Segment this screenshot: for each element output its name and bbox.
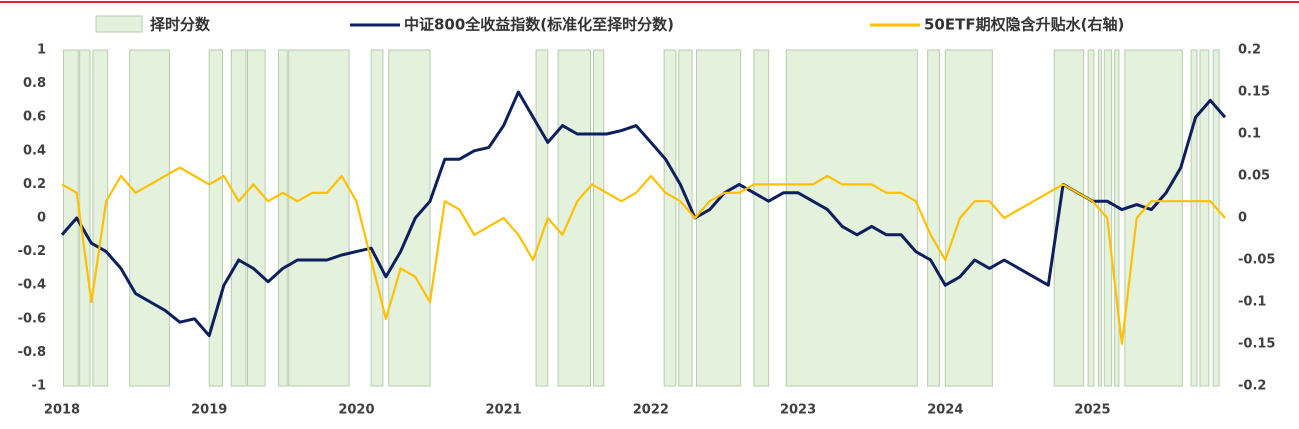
legend-label: 50ETF期权隐含升贴水(右轴) <box>924 16 1124 34</box>
timing-span <box>79 49 91 387</box>
y-tick-label: 0.6 <box>23 110 46 125</box>
timing-span <box>927 49 940 387</box>
y-tick-label: -0.4 <box>18 278 46 293</box>
timing-span <box>678 49 693 387</box>
y2-tick-label: -0.1 <box>1238 295 1266 310</box>
x-tick-label: 2022 <box>633 403 669 418</box>
y2-tick-label: 0.1 <box>1238 127 1261 142</box>
timing-span <box>230 49 247 387</box>
series-line <box>61 166 1226 346</box>
timing-span <box>695 49 742 387</box>
y-tick-label: 0.4 <box>23 143 46 158</box>
timing-span <box>129 49 170 387</box>
timing-span <box>1199 49 1210 387</box>
x-tick-label: 2025 <box>1074 403 1110 418</box>
timing-span <box>1124 49 1183 387</box>
legend-label: 择时分数 <box>150 16 211 34</box>
timing-span <box>785 49 918 387</box>
timing-span <box>535 49 549 387</box>
x-tick-label: 2020 <box>338 403 374 418</box>
x-tick-label: 2019 <box>191 403 227 418</box>
legend: 择时分数 中证800全收益指数(标准化至择时分数) 50ETF期权隐含升贴水(右… <box>95 15 1124 34</box>
y2-tick-label: 0.2 <box>1238 43 1261 58</box>
y2-tick-label: -0.05 <box>1238 253 1275 268</box>
timing-span <box>388 49 431 387</box>
y-tick-label: 0.8 <box>23 76 46 91</box>
timing-span <box>1114 49 1120 387</box>
y-tick-label: 0.2 <box>23 177 46 192</box>
legend-label: 中证800全收益指数(标准化至择时分数) <box>404 16 674 34</box>
y-tick-label: 1 <box>37 43 46 58</box>
y-tick-label: -0.2 <box>18 244 46 259</box>
timing-span <box>246 49 266 387</box>
timing-span <box>370 49 384 387</box>
y2-tick-label: 0.15 <box>1238 85 1270 100</box>
y2-tick-label: 0.05 <box>1238 169 1270 184</box>
y-tick-label: -0.6 <box>18 311 46 326</box>
timing-span <box>1190 49 1198 387</box>
legend-swatch <box>95 15 143 33</box>
series-line <box>60 90 1227 338</box>
timing-span <box>663 49 677 387</box>
timing-span <box>288 49 350 387</box>
x-tick-label: 2024 <box>927 403 963 418</box>
y-tick-label: -0.8 <box>18 345 46 360</box>
x-tick-label: 2023 <box>780 403 816 418</box>
timing-span <box>944 49 993 387</box>
y2-tick-label: 0 <box>1238 211 1247 226</box>
timing-span <box>557 49 592 387</box>
y2-tick-label: -0.2 <box>1238 379 1266 394</box>
timing-span <box>277 49 288 387</box>
timing-span <box>92 49 109 387</box>
timing-span <box>208 49 223 387</box>
timing-span <box>1097 49 1102 387</box>
y2-tick-label: -0.15 <box>1238 337 1275 352</box>
timing-span <box>753 49 770 387</box>
timing-span <box>1212 49 1220 387</box>
x-tick-label: 2021 <box>486 403 522 418</box>
y-tick-label: 0 <box>37 211 46 226</box>
y-tick-label: -1 <box>32 379 46 394</box>
timing-span <box>1087 49 1095 387</box>
x-tick-label: 2018 <box>44 403 80 418</box>
timing-span <box>592 49 605 387</box>
